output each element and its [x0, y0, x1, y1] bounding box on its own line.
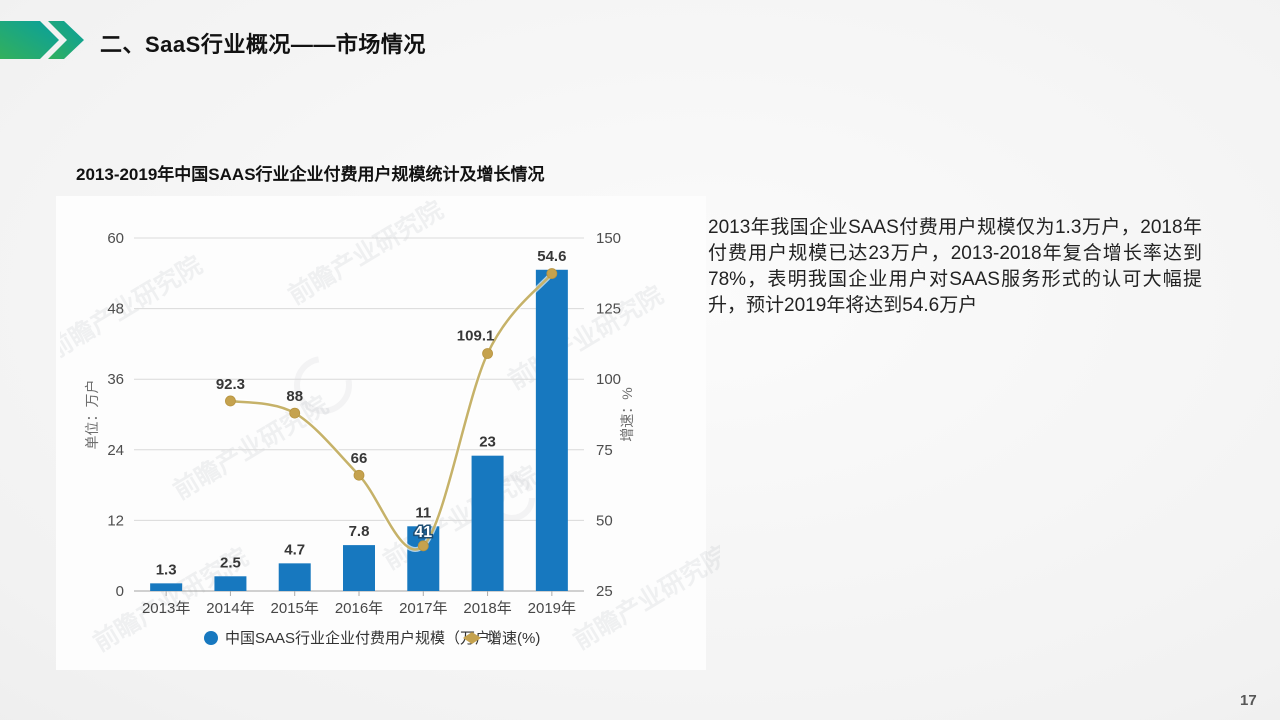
bar-2018年 [471, 455, 504, 591]
bar-value-label: 11 [415, 504, 431, 521]
left-axis-tick: 12 [107, 512, 124, 529]
bar-2014年 [214, 576, 247, 591]
line-point-2015年 [289, 407, 301, 419]
line-point-2017年 [417, 540, 429, 552]
left-axis-tick: 60 [107, 230, 124, 247]
watermark-text: 前瞻产业研究院 [568, 540, 720, 655]
bar-value-label: 1.3 [156, 561, 177, 578]
line-value-label: 109.1 [457, 328, 495, 345]
right-axis-tick: 125 [596, 301, 621, 318]
line-point-2018年 [482, 348, 493, 359]
watermark-text: 前瞻产业研究院 [60, 250, 207, 365]
bar-value-label: 7.8 [349, 523, 370, 540]
watermark-text: 前瞻产业研究院 [283, 200, 448, 310]
left-axis-tick: 24 [107, 442, 124, 459]
legend-line-icon [463, 632, 481, 644]
line-value-label: 41 [414, 524, 432, 541]
page-number: 17 [1240, 692, 1257, 709]
slide-title: 二、SaaS行业概况——市场情况 [100, 32, 426, 57]
header-arrow-icon [0, 21, 84, 59]
bar-2017年 [407, 526, 440, 591]
bar-2013年 [150, 583, 183, 591]
chart-title: 2013-2019年中国SAAS行业企业付费用户规模统计及增长情况 [76, 165, 545, 184]
line-point-2014年 [225, 395, 236, 407]
legend-bar-icon [204, 631, 218, 645]
x-axis-label: 2014年 [206, 600, 254, 617]
left-axis-tick: 0 [116, 583, 124, 600]
bar-value-label: 23 [479, 434, 496, 451]
x-axis-label: 2019年 [528, 600, 576, 617]
line-point-2019年 [546, 268, 558, 279]
left-axis-tick: 48 [107, 301, 124, 318]
line-value-label: 92.3 [216, 376, 245, 393]
right-axis-title: 增速：% [619, 387, 635, 441]
line-value-label: 66 [351, 450, 368, 467]
bar-value-label: 2.5 [220, 554, 241, 571]
legend-line-label: 增速(%) [487, 630, 540, 647]
x-axis-label: 2016年 [335, 600, 383, 617]
right-axis-tick: 100 [596, 371, 621, 388]
right-axis-tick: 150 [596, 230, 621, 247]
bar-2015年 [278, 563, 311, 591]
legend-bar-label: 中国SAAS行业企业付费用户规模（万户） [225, 629, 505, 647]
x-axis-label: 2018年 [463, 600, 511, 617]
combo-chart: 前瞻产业研究院 前瞻产业研究院前瞻产业研究院前瞻产业研究院前瞻产业研究院前瞻产业研… [60, 200, 720, 657]
line-point-2016年 [353, 469, 365, 481]
x-axis-label: 2013年 [142, 600, 190, 617]
right-axis-tick: 25 [596, 583, 613, 600]
bar-2019年 [535, 269, 568, 591]
watermark-logo [294, 356, 352, 414]
right-axis-tick: 75 [596, 442, 613, 459]
bar-2016年 [343, 545, 375, 591]
line-value-label: 88 [286, 388, 303, 405]
bar-value-label: 54.6 [537, 248, 566, 265]
left-axis-tick: 36 [107, 371, 124, 388]
right-axis-tick: 50 [596, 512, 613, 529]
left-axis-title: 单位：万户 [84, 380, 100, 450]
x-axis-label: 2017年 [399, 600, 447, 617]
x-axis-label: 2015年 [271, 600, 319, 617]
bar-value-label: 4.7 [284, 541, 305, 558]
commentary-text: 2013年我国企业SAAS付费用户规模仅为1.3万户，2018年付费用户规模已达… [708, 217, 1202, 317]
